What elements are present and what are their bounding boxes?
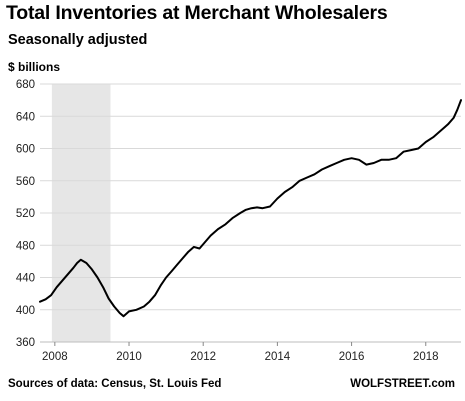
y-tick-label: 480 [16, 240, 35, 252]
y-tick-label: 560 [16, 176, 35, 188]
chart-subtitle: Seasonally adjusted [8, 32, 148, 48]
brand-watermark: WOLFSTREET.com [350, 378, 455, 390]
y-tick-label: 680 [16, 79, 35, 91]
y-tick-label: 440 [16, 273, 35, 285]
chart-title: Total Inventories at Merchant Wholesaler… [6, 2, 388, 24]
x-tick-label: 2008 [42, 351, 68, 363]
y-tick-label: 520 [16, 208, 35, 220]
x-tick-label: 2014 [265, 351, 291, 363]
y-axis-unit-label: $ billions [8, 60, 61, 74]
x-tick-label: 2012 [190, 351, 216, 363]
y-tick-label: 360 [16, 337, 35, 349]
series-line [39, 99, 462, 318]
source-note: Sources of data: Census, St. Louis Fed [8, 378, 222, 390]
x-tick-label: 2010 [116, 351, 142, 363]
x-tick-label: 2018 [413, 351, 439, 363]
y-tick-label: 640 [16, 111, 35, 123]
y-tick-label: 600 [16, 144, 35, 156]
x-tick-label: 2016 [339, 351, 365, 363]
y-tick-label: 400 [16, 305, 35, 317]
